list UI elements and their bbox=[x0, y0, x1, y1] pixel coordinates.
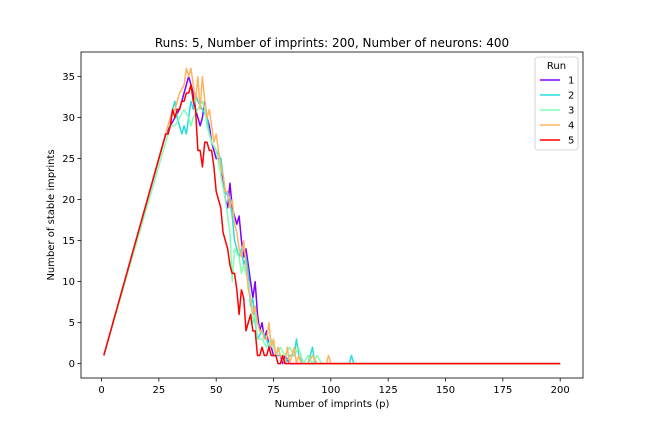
legend-label-5: 5 bbox=[568, 136, 574, 147]
x-tick-label: 200 bbox=[551, 385, 570, 396]
legend-label-3: 3 bbox=[568, 106, 574, 117]
legend-label-4: 4 bbox=[568, 121, 574, 132]
x-tick-label: 175 bbox=[493, 385, 512, 396]
y-axis-label: Number of stable imprints bbox=[46, 149, 57, 280]
y-tick-label: 30 bbox=[62, 113, 75, 124]
y-tick-label: 15 bbox=[62, 236, 75, 247]
y-tick-label: 35 bbox=[62, 72, 75, 83]
legend-label-1: 1 bbox=[568, 76, 574, 87]
y-axis-ticks: 0 5 10 15 20 25 30 35 bbox=[62, 72, 81, 370]
series-line-4 bbox=[103, 67, 561, 365]
y-tick-label: 0 bbox=[69, 359, 75, 370]
series-layer bbox=[103, 67, 561, 365]
series-line-5 bbox=[103, 84, 561, 365]
x-tick-label: 0 bbox=[98, 385, 104, 396]
legend: Run 1 2 3 4 5 bbox=[534, 56, 579, 151]
y-tick-label: 25 bbox=[62, 154, 75, 165]
y-tick-label: 10 bbox=[62, 277, 75, 288]
series-line-1 bbox=[103, 75, 561, 365]
series-line-3 bbox=[103, 100, 561, 365]
x-axis-ticks: 0 25 50 75 100 125 150 175 200 bbox=[98, 378, 570, 396]
x-tick-label: 50 bbox=[210, 385, 223, 396]
x-tick-label: 150 bbox=[436, 385, 455, 396]
plot-frame bbox=[80, 51, 584, 379]
x-tick-label: 75 bbox=[267, 385, 280, 396]
chart-title: Runs: 5, Number of imprints: 200, Number… bbox=[155, 36, 509, 50]
x-tick-label: 100 bbox=[321, 385, 340, 396]
legend-title: Run bbox=[547, 61, 566, 72]
legend-label-2: 2 bbox=[568, 91, 574, 102]
y-tick-label: 5 bbox=[69, 318, 75, 329]
x-axis-label: Number of imprints (p) bbox=[275, 399, 390, 410]
series-line-2 bbox=[103, 92, 561, 365]
x-tick-label: 25 bbox=[152, 385, 165, 396]
y-tick-label: 20 bbox=[62, 195, 75, 206]
x-tick-label: 125 bbox=[379, 385, 398, 396]
